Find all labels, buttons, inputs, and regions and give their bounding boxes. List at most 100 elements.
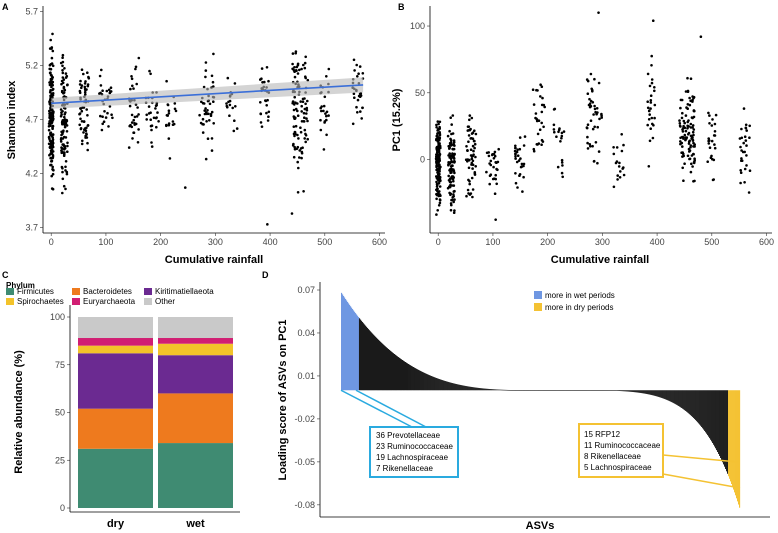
a-point [60,90,64,94]
d-asv-bar [487,388,489,391]
d-asv-bar [579,390,581,391]
d-asv-bar [389,350,392,391]
a-point [225,102,228,105]
a-point [323,95,327,99]
b-point [523,135,527,138]
a-point [148,69,151,73]
a-point [293,66,296,69]
b-point [520,165,524,168]
a-point [306,78,310,82]
a-point [259,112,263,115]
d-asv-bar [373,335,376,391]
a-point [60,146,63,149]
c-legend-label: Other [155,297,175,306]
b-point [689,77,693,80]
d-asv-bar [422,372,424,391]
a-point [157,120,160,123]
a-point [51,154,55,157]
b-point [597,11,600,14]
a-point [260,125,264,128]
a-point [234,105,237,108]
a-point [63,67,66,70]
d-asv-bar [433,377,435,391]
b-point [452,184,456,187]
a-point [210,149,214,152]
b-point [622,173,626,177]
b-point [452,147,456,151]
d-asv-bar [458,384,460,391]
b-point [514,172,517,175]
a-point [65,124,69,127]
b-point [683,121,686,125]
b-point [453,159,456,163]
a-point [110,113,113,116]
d-asv-bar [539,390,541,391]
b-point [589,145,592,148]
a-point [131,84,134,88]
d-asv-bar [387,349,390,391]
d-asv-bar [500,389,502,391]
a-point [296,109,299,113]
a-point [290,212,294,215]
b-point [472,149,475,153]
d-asv-bar [450,382,452,391]
d-asv-bar [626,390,628,392]
a-point [202,85,206,89]
d-wet-box-line: 23 Ruminococcaceae [376,442,453,451]
a-point [65,118,68,122]
b-point [593,104,596,108]
d-asv-bar [708,390,710,437]
a-point [319,106,323,110]
b-point [744,139,748,142]
b-point [447,163,450,166]
b-point [448,129,451,133]
a-xtick-label: 500 [317,237,332,247]
d-asv-bar [478,388,480,391]
b-point [686,154,690,158]
b-point [435,164,438,167]
a-point [101,89,104,92]
d-asv-bar [681,390,683,409]
a-point [322,109,325,113]
b-point [646,100,649,103]
d-asv-bar [384,346,387,391]
a-point [80,120,84,123]
b-point [588,105,592,109]
b-point [620,133,623,136]
c-ytick-label: 75 [55,360,65,370]
b-point [437,128,440,131]
b-point [612,152,616,156]
a-point [201,101,205,105]
b-point [653,116,656,120]
a-point [61,81,65,85]
a-point [145,118,148,121]
a-point [210,137,214,140]
d-asv-bar [451,383,453,391]
b-point [688,139,691,143]
d-asv-bar [663,390,665,399]
b-point [586,135,589,139]
b-point [451,114,455,117]
b-point [438,136,442,140]
d-asv-bar [715,390,717,449]
b-point [692,115,696,119]
d-asv-bar [472,387,474,391]
b-point [449,202,453,205]
b-point [707,111,710,115]
b-point [689,126,693,129]
d-asv-bar [718,390,720,454]
a-point [102,120,106,123]
b-point [439,179,442,182]
b-point [438,146,442,149]
a-point [50,94,54,97]
d-asv-bar [565,390,567,391]
b-point [650,64,653,67]
d-asv-bar [631,390,633,392]
a-point [293,147,297,151]
b-point [683,126,687,130]
a-point [84,134,87,138]
d-asv-bar [368,330,371,391]
b-point [466,149,469,152]
d-asv-bar [366,327,369,391]
d-asv-bar [377,339,380,391]
